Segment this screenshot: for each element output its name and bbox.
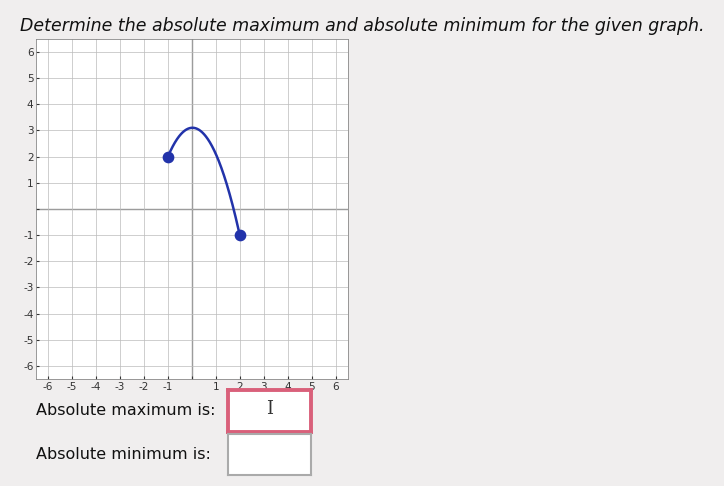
- Text: Absolute maximum is:: Absolute maximum is:: [36, 403, 216, 418]
- Text: Absolute minimum is:: Absolute minimum is:: [36, 447, 211, 462]
- Point: [162, 153, 174, 160]
- Text: Determine the absolute maximum and absolute minimum for the given graph.: Determine the absolute maximum and absol…: [20, 17, 704, 35]
- Text: I: I: [266, 400, 273, 418]
- Point: [234, 231, 245, 239]
